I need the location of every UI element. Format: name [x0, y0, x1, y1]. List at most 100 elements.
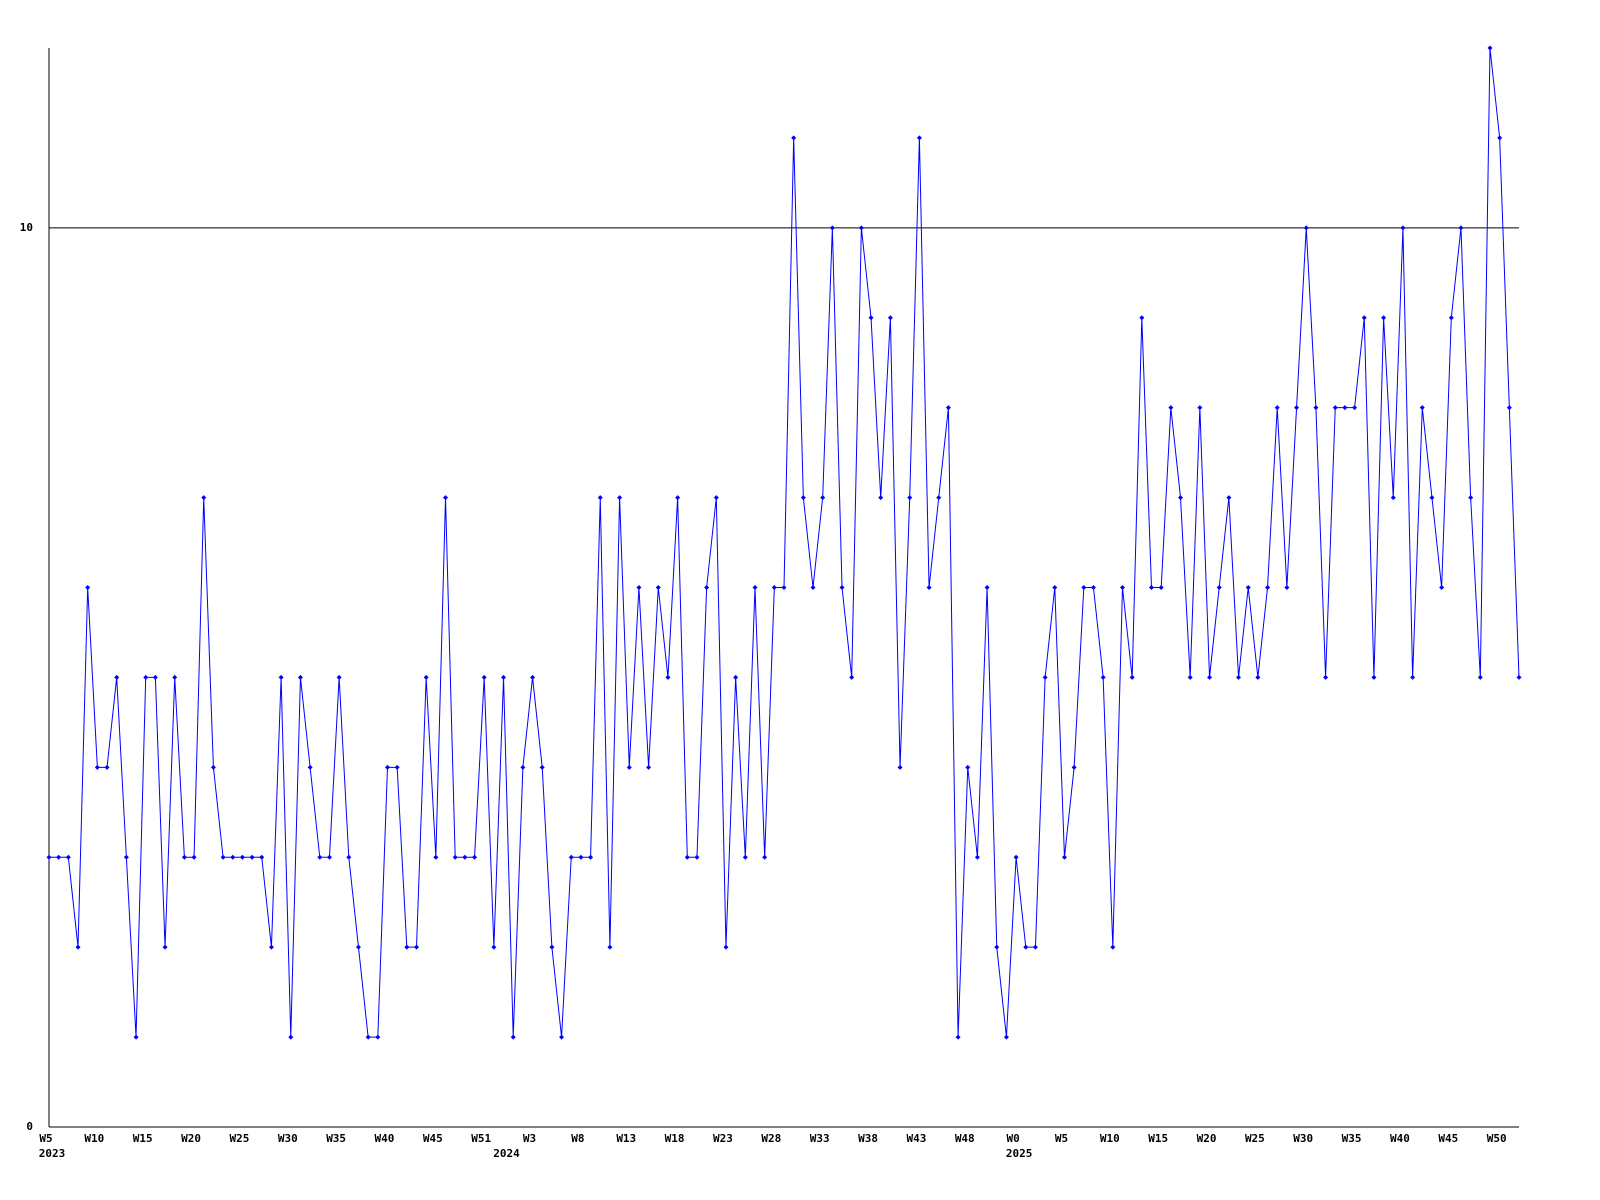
x-tick-label: W10 — [84, 1132, 104, 1145]
data-point — [1294, 405, 1300, 411]
data-point — [549, 944, 555, 950]
data-point — [239, 854, 245, 860]
data-point — [384, 764, 390, 770]
data-point — [1313, 405, 1319, 411]
data-point — [104, 764, 110, 770]
data-point — [559, 1034, 565, 1040]
data-point — [152, 674, 158, 680]
data-point — [771, 585, 777, 590]
data-point — [965, 764, 971, 770]
data-point — [133, 1034, 139, 1040]
data-point — [1236, 674, 1242, 680]
data-point — [210, 764, 216, 770]
data-point — [1207, 674, 1213, 680]
data-point — [394, 764, 400, 770]
data-point — [143, 674, 149, 680]
data-point — [268, 944, 274, 950]
data-point — [201, 495, 207, 501]
x-tick-label: W23 — [713, 1132, 733, 1145]
x-tick-label: W20 — [1197, 1132, 1217, 1145]
data-point — [46, 854, 52, 860]
data-point — [1506, 405, 1512, 411]
x-year-label: 2024 — [493, 1147, 520, 1160]
data-point — [1003, 1034, 1009, 1040]
data-point — [1255, 674, 1261, 680]
data-point — [868, 315, 874, 321]
data-point — [713, 495, 719, 501]
data-point — [1187, 674, 1193, 680]
data-point — [607, 944, 613, 950]
x-tick-label: W45 — [423, 1132, 443, 1145]
data-point — [800, 495, 806, 501]
data-point — [588, 854, 594, 860]
data-point — [443, 495, 449, 501]
data-point — [829, 225, 835, 231]
data-point — [94, 764, 100, 770]
data-point — [1265, 585, 1271, 590]
data-point — [1477, 674, 1483, 680]
x-tick-label: W35 — [1342, 1132, 1362, 1145]
data-point — [1119, 585, 1125, 590]
data-point — [1516, 674, 1522, 680]
data-point — [510, 1034, 516, 1040]
data-point — [481, 674, 487, 680]
data-point — [336, 674, 342, 680]
x-year-label: 2023 — [39, 1147, 66, 1160]
data-point — [191, 854, 197, 860]
data-point — [568, 854, 574, 860]
data-point — [249, 854, 255, 860]
data-point — [849, 674, 855, 680]
x-tick-label: W40 — [1390, 1132, 1410, 1145]
data-point — [530, 674, 536, 680]
data-point — [539, 764, 545, 770]
data-point — [1419, 405, 1425, 411]
x-tick-label: W35 — [326, 1132, 346, 1145]
data-point — [1129, 674, 1135, 680]
data-point — [1371, 674, 1377, 680]
data-point — [1332, 405, 1338, 411]
data-point — [414, 944, 419, 950]
data-point — [945, 405, 951, 411]
data-point — [646, 764, 652, 770]
data-point — [123, 854, 129, 860]
data-point — [1429, 495, 1435, 501]
data-point — [684, 854, 690, 860]
x-tick-label: W38 — [858, 1132, 878, 1145]
data-point — [578, 854, 584, 860]
data-point — [791, 135, 797, 141]
data-point — [858, 225, 864, 231]
x-tick-label: W25 — [229, 1132, 249, 1145]
data-point — [897, 764, 903, 770]
y-tick-label: 0 — [26, 1120, 33, 1133]
data-point — [375, 1034, 381, 1040]
data-point — [433, 854, 439, 860]
data-point — [423, 674, 429, 680]
x-tick-label: W33 — [810, 1132, 830, 1145]
data-point — [675, 495, 681, 501]
y-tick-label: 10 — [20, 221, 33, 234]
data-point — [1090, 585, 1096, 590]
data-point — [984, 585, 990, 590]
data-point — [762, 854, 768, 860]
data-point — [1448, 315, 1454, 321]
data-point — [114, 674, 120, 680]
data-point — [75, 944, 81, 950]
data-point — [355, 944, 361, 950]
data-point — [365, 1034, 371, 1040]
data-point — [665, 674, 671, 680]
data-point — [742, 854, 748, 860]
data-point — [220, 854, 226, 860]
data-point — [926, 585, 932, 590]
x-tick-label: W13 — [616, 1132, 636, 1145]
data-point — [1410, 674, 1416, 680]
data-point — [259, 854, 265, 860]
x-tick-label: W50 — [1487, 1132, 1507, 1145]
x-tick-label: W48 — [955, 1132, 975, 1145]
data-point — [1458, 225, 1464, 231]
data-point — [704, 585, 710, 590]
data-point — [1352, 405, 1358, 411]
x-tick-label: W8 — [571, 1132, 584, 1145]
x-tick-label: W0 — [1006, 1132, 1019, 1145]
data-point — [1139, 315, 1145, 321]
